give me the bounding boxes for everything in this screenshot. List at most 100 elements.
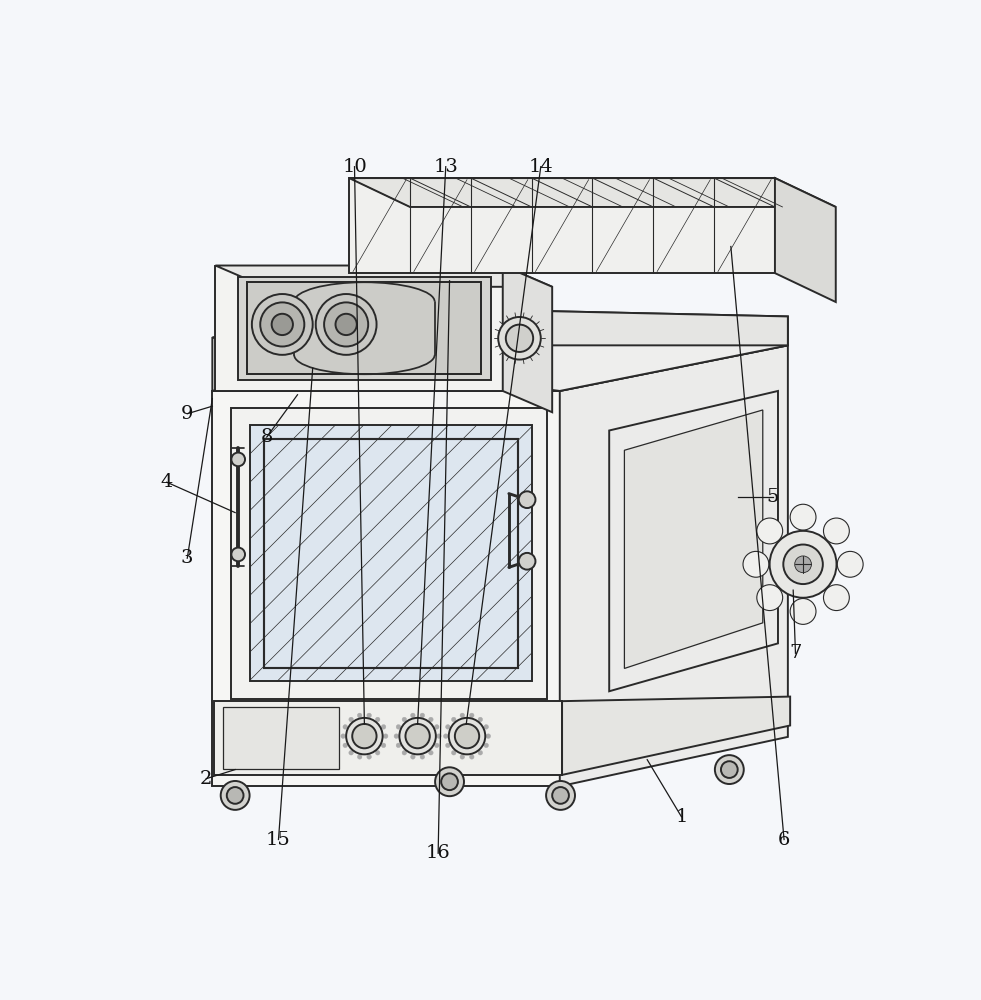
Polygon shape xyxy=(319,307,788,391)
Circle shape xyxy=(324,302,368,346)
Text: 7: 7 xyxy=(790,644,801,662)
Circle shape xyxy=(743,551,769,577)
Text: 9: 9 xyxy=(181,405,193,423)
Text: 6: 6 xyxy=(778,831,791,849)
Circle shape xyxy=(823,585,850,611)
Circle shape xyxy=(478,717,483,722)
Circle shape xyxy=(346,718,383,754)
Text: 1: 1 xyxy=(675,808,688,826)
Circle shape xyxy=(441,773,458,790)
Circle shape xyxy=(367,755,372,759)
Circle shape xyxy=(721,761,738,778)
Circle shape xyxy=(445,743,450,748)
Circle shape xyxy=(519,553,536,570)
Circle shape xyxy=(343,725,347,729)
Circle shape xyxy=(460,713,465,718)
Circle shape xyxy=(343,743,347,748)
Circle shape xyxy=(470,755,474,759)
Circle shape xyxy=(367,713,372,718)
Circle shape xyxy=(478,750,483,755)
Polygon shape xyxy=(216,266,552,287)
Circle shape xyxy=(357,713,362,718)
Circle shape xyxy=(272,314,293,335)
Polygon shape xyxy=(562,697,790,775)
Circle shape xyxy=(838,551,863,577)
Circle shape xyxy=(484,725,489,729)
Circle shape xyxy=(352,724,377,748)
Circle shape xyxy=(823,518,850,544)
Polygon shape xyxy=(216,266,503,391)
Circle shape xyxy=(486,734,490,738)
Circle shape xyxy=(546,781,575,810)
Circle shape xyxy=(411,713,415,718)
Circle shape xyxy=(340,734,345,738)
Circle shape xyxy=(443,734,448,738)
Circle shape xyxy=(382,725,386,729)
Circle shape xyxy=(316,294,377,355)
Polygon shape xyxy=(503,266,552,412)
Polygon shape xyxy=(214,701,562,775)
Polygon shape xyxy=(223,707,339,769)
Text: 13: 13 xyxy=(434,158,458,176)
Circle shape xyxy=(402,750,406,755)
Circle shape xyxy=(429,717,434,722)
Circle shape xyxy=(455,724,479,748)
Circle shape xyxy=(420,755,425,759)
Polygon shape xyxy=(609,391,778,691)
Polygon shape xyxy=(238,277,491,380)
Circle shape xyxy=(470,713,474,718)
Circle shape xyxy=(783,545,823,584)
Circle shape xyxy=(552,787,569,804)
Polygon shape xyxy=(231,408,546,699)
Text: 16: 16 xyxy=(426,844,450,862)
Polygon shape xyxy=(212,391,560,786)
Polygon shape xyxy=(775,178,836,302)
Text: 3: 3 xyxy=(181,549,193,567)
Text: 15: 15 xyxy=(266,831,290,849)
Text: 5: 5 xyxy=(766,488,779,506)
Circle shape xyxy=(260,302,304,346)
Text: 10: 10 xyxy=(342,158,367,176)
Polygon shape xyxy=(247,282,482,374)
Polygon shape xyxy=(212,307,319,391)
Circle shape xyxy=(790,504,816,530)
Text: 2: 2 xyxy=(200,770,213,788)
Circle shape xyxy=(445,725,450,729)
Polygon shape xyxy=(625,410,763,668)
Circle shape xyxy=(396,743,400,748)
Circle shape xyxy=(437,734,441,738)
Circle shape xyxy=(498,317,541,360)
Circle shape xyxy=(252,294,313,355)
Circle shape xyxy=(376,717,380,722)
Circle shape xyxy=(436,767,464,796)
Polygon shape xyxy=(212,345,788,391)
Polygon shape xyxy=(250,425,532,681)
Circle shape xyxy=(382,743,386,748)
Circle shape xyxy=(484,743,489,748)
Circle shape xyxy=(399,718,436,754)
Circle shape xyxy=(420,713,425,718)
Circle shape xyxy=(357,755,362,759)
Circle shape xyxy=(405,724,430,748)
Circle shape xyxy=(460,755,465,759)
Circle shape xyxy=(770,531,837,598)
Circle shape xyxy=(790,599,816,624)
Circle shape xyxy=(519,491,536,508)
Circle shape xyxy=(336,314,357,335)
Circle shape xyxy=(451,717,456,722)
Circle shape xyxy=(795,556,811,573)
Text: 14: 14 xyxy=(529,158,553,176)
Circle shape xyxy=(221,781,249,810)
Circle shape xyxy=(232,453,245,466)
Circle shape xyxy=(448,718,486,754)
Circle shape xyxy=(435,725,439,729)
Circle shape xyxy=(756,585,783,611)
Circle shape xyxy=(756,518,783,544)
Circle shape xyxy=(227,787,243,804)
Circle shape xyxy=(396,725,400,729)
Circle shape xyxy=(402,717,406,722)
Polygon shape xyxy=(349,178,836,207)
Circle shape xyxy=(435,743,439,748)
Text: 4: 4 xyxy=(161,473,173,491)
Circle shape xyxy=(349,717,353,722)
